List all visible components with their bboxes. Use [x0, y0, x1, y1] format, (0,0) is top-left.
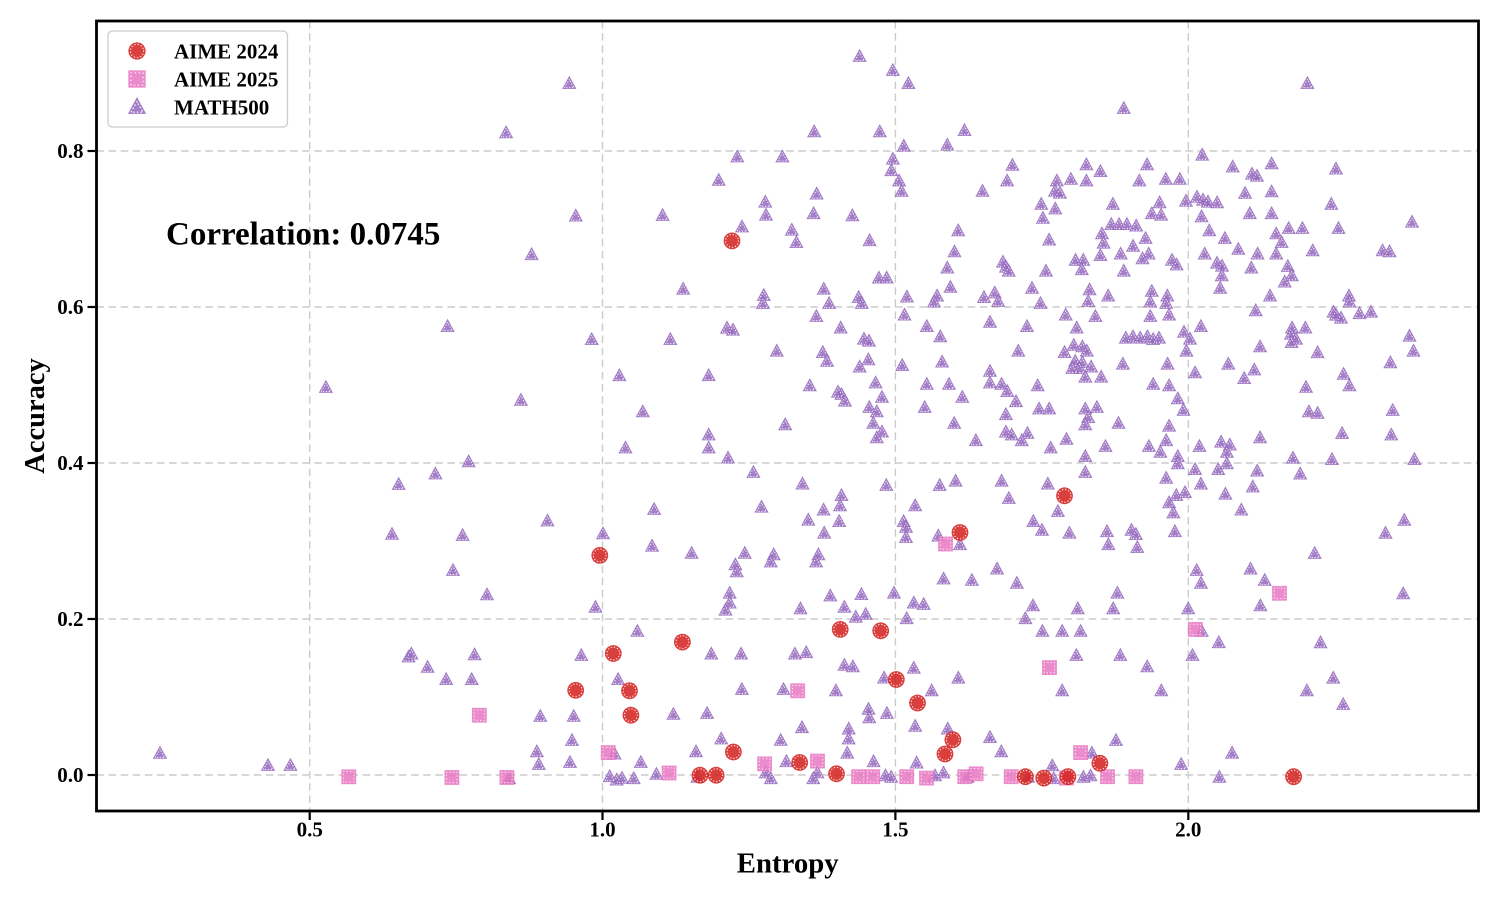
svg-text:1.0: 1.0 — [589, 818, 615, 842]
svg-text:2.0: 2.0 — [1175, 818, 1201, 842]
svg-text:0.6: 0.6 — [57, 295, 83, 319]
svg-text:0.0: 0.0 — [57, 763, 83, 787]
svg-text:1.5: 1.5 — [882, 818, 908, 842]
svg-text:Accuracy: Accuracy — [20, 358, 51, 474]
svg-text:AIME 2024: AIME 2024 — [174, 40, 279, 64]
svg-text:0.2: 0.2 — [57, 607, 83, 631]
svg-text:0.4: 0.4 — [57, 451, 84, 475]
svg-text:Correlation: 0.0745: Correlation: 0.0745 — [166, 217, 440, 253]
svg-text:Entropy: Entropy — [737, 848, 839, 880]
svg-text:AIME 2025: AIME 2025 — [174, 68, 278, 92]
svg-text:0.8: 0.8 — [57, 139, 83, 163]
svg-text:0.5: 0.5 — [297, 818, 323, 842]
svg-text:MATH500: MATH500 — [174, 96, 269, 120]
